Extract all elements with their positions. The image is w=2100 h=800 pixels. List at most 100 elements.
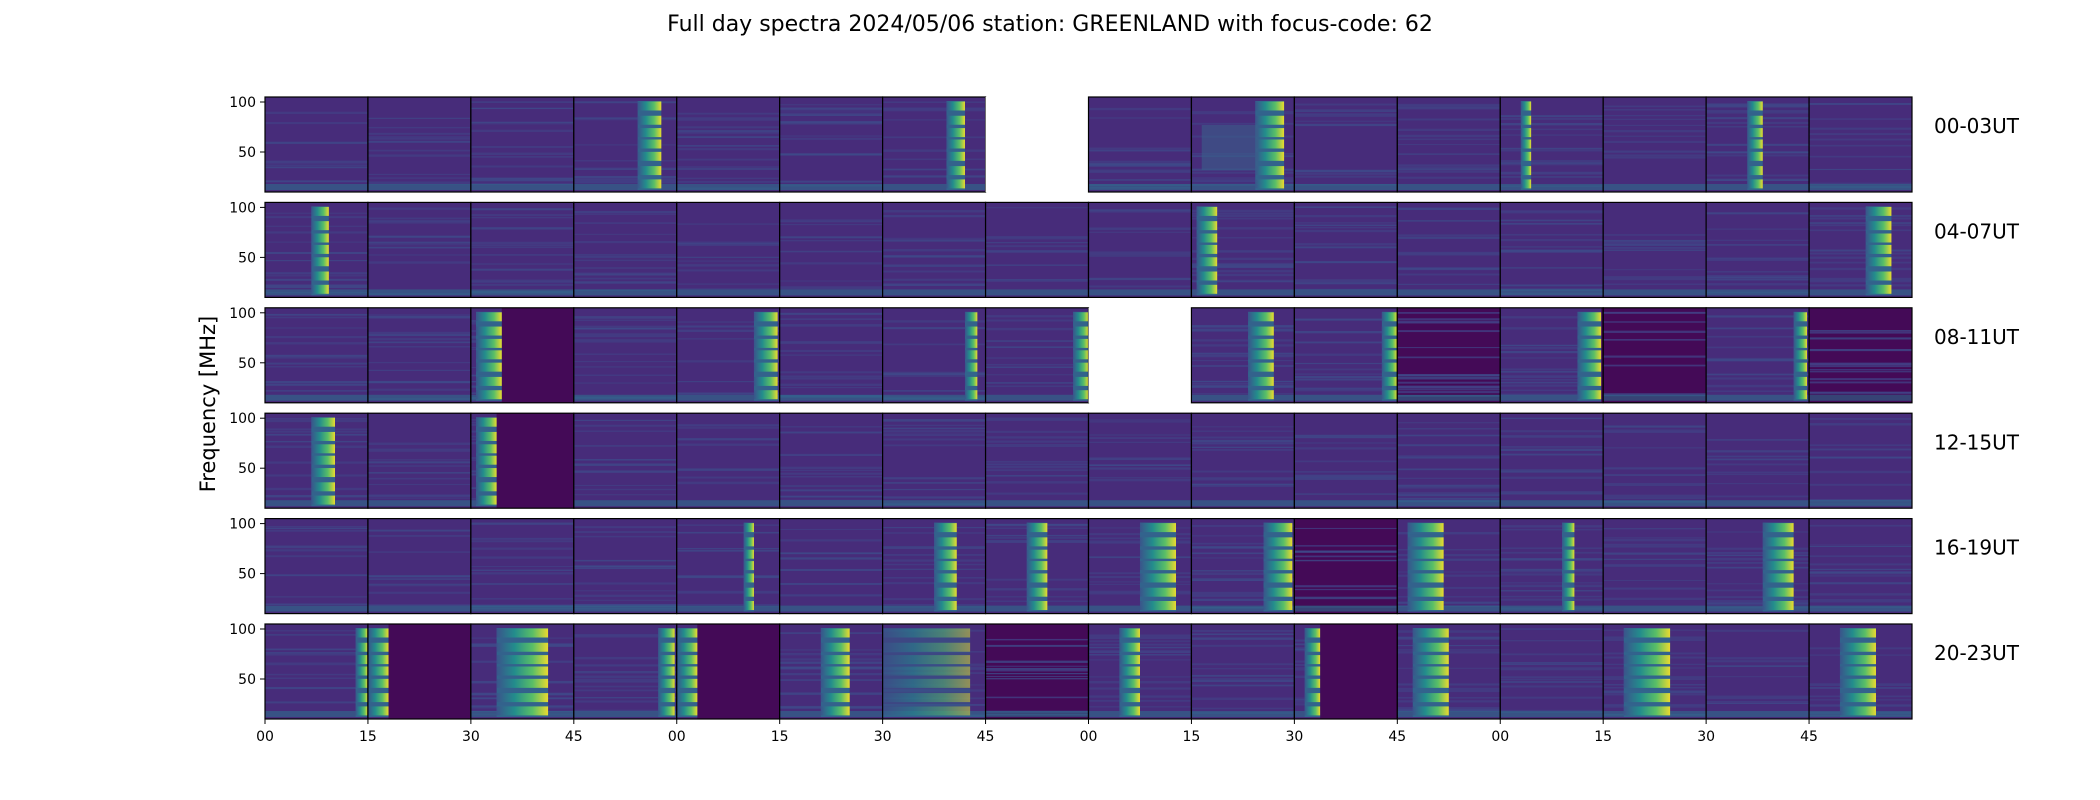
rfi-line: [882, 427, 986, 430]
rfi-line: [1088, 170, 1192, 173]
panel-background: [265, 624, 368, 719]
burst-band: [882, 666, 971, 676]
rfi-line: [779, 377, 883, 380]
rfi-line: [779, 495, 883, 498]
rfi-line: [1706, 257, 1810, 260]
rfi-line: [1500, 668, 1604, 671]
x-tick-label: 15: [1183, 729, 1201, 745]
panel-background: [1603, 413, 1707, 509]
rfi-line: [1500, 118, 1604, 120]
spectrum-panel: [573, 201, 678, 298]
rfi-line: [1191, 478, 1295, 481]
burst-band: [311, 455, 335, 465]
rfi-line: [573, 325, 677, 328]
rfi-line: [985, 440, 1089, 443]
rfi-line: [265, 356, 368, 359]
rfi-line: [1397, 144, 1501, 146]
low-freq-noise: [985, 711, 1089, 717]
burst-band: [637, 166, 662, 176]
rfi-line: [676, 381, 780, 383]
burst-band: [743, 573, 754, 583]
burst-band: [1577, 350, 1602, 360]
rfi-line: [676, 326, 780, 328]
burst-band: [1139, 561, 1176, 571]
rfi-line: [573, 178, 677, 182]
rfi-line: [573, 680, 677, 683]
burst-band: [1139, 587, 1176, 597]
burst-band: [1196, 206, 1218, 216]
panel-background: [676, 413, 780, 509]
low-freq-noise: [1294, 289, 1398, 296]
rfi-line: [779, 110, 883, 112]
low-freq-noise: [1603, 500, 1707, 507]
spectrum-panel: [779, 623, 884, 720]
panel-background: [1191, 413, 1295, 509]
rfi-line: [1191, 668, 1295, 670]
rfi-line: [779, 121, 883, 124]
rfi-line: [265, 122, 368, 125]
rfi-line: [367, 244, 471, 246]
burst-band: [1073, 390, 1089, 400]
burst-band: [1747, 115, 1763, 125]
burst-band: [753, 376, 778, 386]
row-label: 16-19UT: [1934, 536, 2020, 560]
rfi-line: [265, 313, 368, 316]
rfi-line: [573, 167, 677, 171]
rfi-line: [573, 599, 677, 601]
rfi-line: [1088, 255, 1192, 257]
rfi-line: [1706, 455, 1810, 457]
rfi-line: [779, 220, 883, 223]
rfi-line: [1809, 222, 1912, 224]
rfi-line: [573, 160, 677, 162]
rfi-line: [1088, 169, 1192, 171]
spectrum-panel: [1705, 201, 1810, 298]
rfi-line: [1500, 453, 1604, 456]
rfi-line: [1500, 316, 1604, 319]
rfi-line: [573, 531, 677, 534]
low-freq-noise: [1500, 184, 1604, 190]
rfi-line: [1500, 469, 1604, 471]
rfi-line: [1706, 463, 1810, 466]
rfi-line: [1500, 162, 1604, 166]
rfi-line: [985, 644, 1089, 647]
rfi-line: [1809, 331, 1912, 334]
rfi-line: [573, 671, 677, 673]
rfi-line: [985, 672, 1089, 675]
burst-band: [1073, 376, 1089, 386]
burst-band: [476, 417, 497, 427]
rfi-line: [573, 678, 677, 681]
rfi-line: [1191, 250, 1295, 253]
rfi-line: [1706, 700, 1810, 703]
rfi-line: [470, 152, 574, 155]
spectrum-panel: [882, 412, 987, 509]
row-label: 00-03UT: [1934, 114, 2020, 138]
rfi-line: [1500, 238, 1604, 242]
rfi-line: [1294, 224, 1398, 226]
rfi-line: [882, 438, 986, 441]
burst-band: [1263, 561, 1293, 571]
rfi-line: [1809, 600, 1912, 603]
rfi-line: [1088, 464, 1192, 466]
rfi-line: [676, 548, 780, 550]
burst-band: [1762, 523, 1794, 533]
low-freq-noise: [1603, 394, 1707, 401]
rfi-line: [573, 470, 677, 473]
rfi-line: [1088, 209, 1192, 212]
rfi-line: [1500, 490, 1604, 494]
spectrum-panel: [1705, 623, 1810, 720]
burst-band: [1762, 601, 1794, 610]
y-tick-label: 50: [238, 250, 256, 266]
panel-border: [1808, 96, 1913, 193]
spectrum-panel: [1087, 96, 1193, 193]
burst-band: [1623, 642, 1671, 652]
rfi-line: [779, 323, 883, 326]
rfi-line: [1397, 388, 1501, 391]
rfi-line: [367, 459, 471, 461]
y-tick-label: 100: [229, 200, 256, 216]
burst-band: [355, 642, 368, 652]
burst-band: [1263, 601, 1293, 610]
rfi-line: [779, 251, 883, 253]
rfi-line: [367, 314, 471, 316]
spectrum-panel: [1087, 517, 1193, 615]
low-freq-noise: [573, 711, 677, 717]
